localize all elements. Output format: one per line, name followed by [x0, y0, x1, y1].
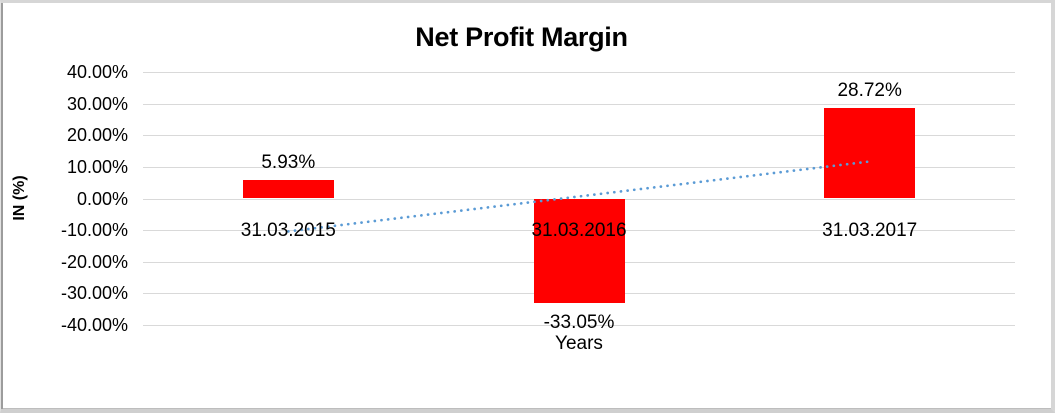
- y-tick-label: 20.00%: [66, 125, 128, 146]
- chart-title: Net Profit Margin: [415, 22, 628, 52]
- bar: [824, 107, 916, 199]
- y-tick-label: -40.00%: [60, 315, 128, 335]
- gridline: [143, 325, 1015, 326]
- data-label: 5.93%: [261, 151, 316, 173]
- gridline: [143, 72, 1015, 73]
- y-tick-label: 0.00%: [76, 188, 128, 209]
- y-tick-label: 10.00%: [66, 156, 128, 177]
- gridline: [143, 135, 1015, 137]
- y-tick-label: -30.00%: [60, 283, 128, 304]
- y-tick-label: 40.00%: [66, 62, 128, 82]
- data-label: 28.72%: [837, 79, 902, 101]
- category-label: 31.03.2016: [531, 220, 627, 241]
- category-label: 31.03.2015: [240, 220, 336, 241]
- trendline-path: [286, 160, 872, 233]
- data-label: -33.05%: [543, 312, 615, 333]
- gridline: [143, 103, 1015, 105]
- y-tick-label: -20.00%: [60, 251, 128, 272]
- category-label: 31.03.2017: [822, 220, 918, 241]
- y-tick-label: -10.00%: [60, 220, 128, 241]
- bar: [242, 179, 334, 199]
- bar: [533, 198, 625, 303]
- y-axis-title: IN (%): [11, 175, 28, 221]
- x-axis-title: Years: [555, 333, 603, 354]
- gridline: [143, 166, 1015, 168]
- y-tick-label: 30.00%: [66, 93, 128, 114]
